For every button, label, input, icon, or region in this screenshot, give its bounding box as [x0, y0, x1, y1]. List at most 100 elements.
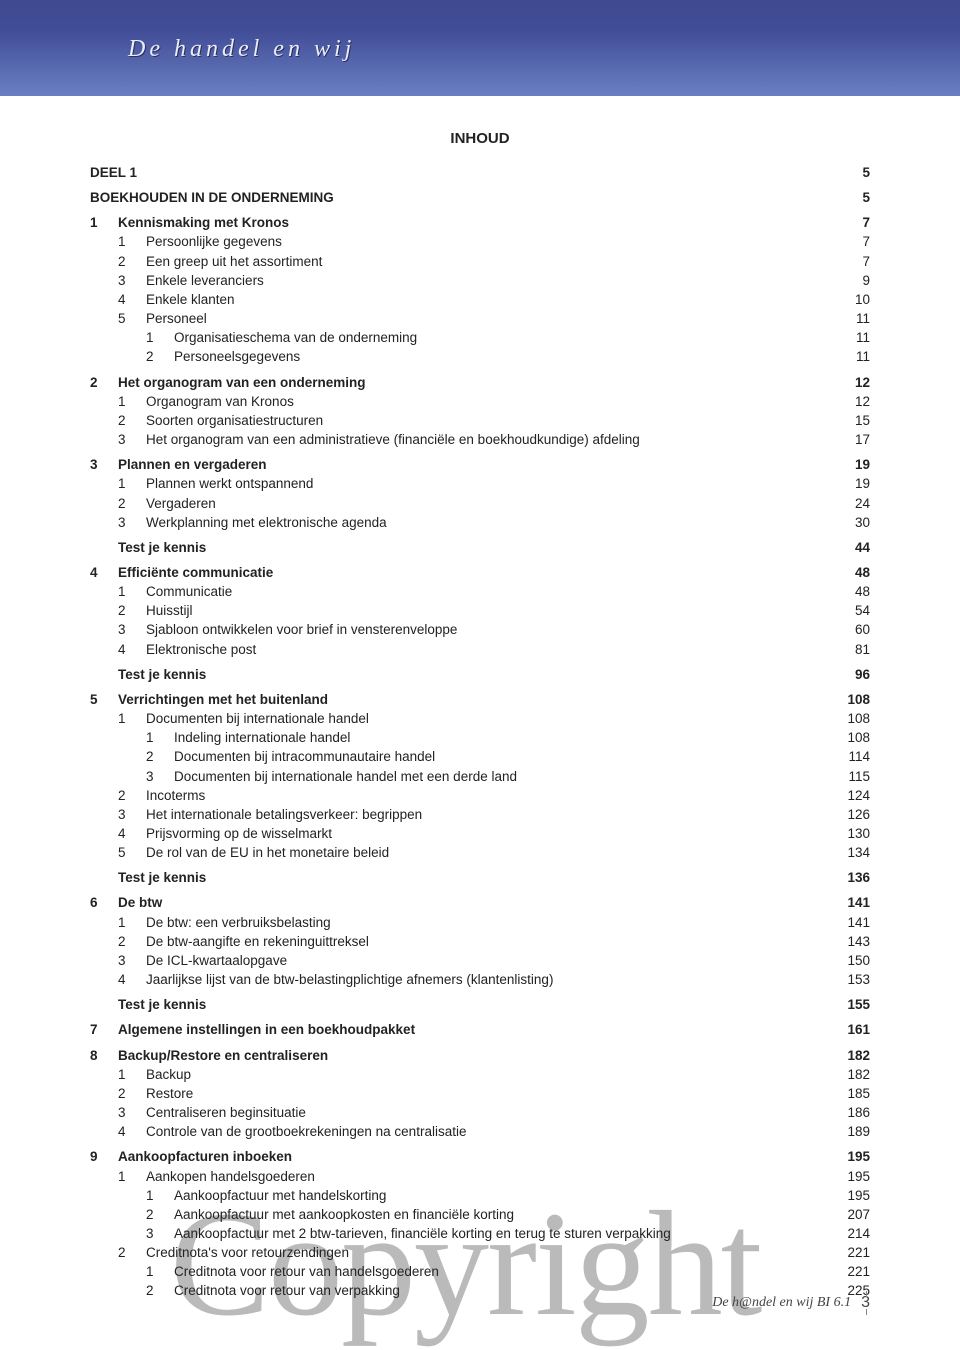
toc-label: DEEL 1	[90, 163, 820, 182]
toc-page: 115	[820, 767, 870, 786]
toc-page: 161	[820, 1020, 870, 1039]
toc-row: 2De btw-aangifte en rekeninguittreksel14…	[90, 932, 870, 951]
toc-row: 3Documenten bij internationale handel me…	[90, 767, 870, 786]
toc-label: Organisatieschema van de onderneming	[174, 328, 820, 347]
toc-row: 2Incoterms124	[90, 786, 870, 805]
toc-page: 5	[820, 188, 870, 207]
toc-page: 11	[820, 328, 870, 347]
toc-row: 4Efficiënte communicatie48	[90, 563, 870, 582]
toc-page: 48	[820, 582, 870, 601]
toc-number: 2	[118, 1243, 146, 1262]
toc-label: Personeel	[146, 309, 820, 328]
toc-number: 1	[118, 582, 146, 601]
toc-page: 48	[820, 563, 870, 582]
toc-number: 4	[118, 640, 146, 659]
toc-page: 44	[820, 538, 870, 557]
toc-page: 96	[820, 665, 870, 684]
toc-page: 10	[820, 290, 870, 309]
toc-number: 1	[118, 913, 146, 932]
toc-row: 4Enkele klanten10	[90, 290, 870, 309]
toc-number: 4	[118, 1122, 146, 1141]
toc-number: 1	[90, 213, 118, 232]
toc-number: 8	[90, 1046, 118, 1065]
toc-number: 1	[118, 1167, 146, 1186]
toc-label: De btw	[118, 893, 820, 912]
toc-page: 189	[820, 1122, 870, 1141]
toc-label: Centraliseren beginsituatie	[146, 1103, 820, 1122]
toc-row: 1Communicatie48	[90, 582, 870, 601]
toc-label: Creditnota voor retour van handelsgoeder…	[174, 1262, 820, 1281]
toc-page: 207	[820, 1205, 870, 1224]
toc-page: 24	[820, 494, 870, 513]
toc-label: Aankoopfacturen inboeken	[118, 1147, 820, 1166]
toc-label: De btw: een verbruiksbelasting	[146, 913, 820, 932]
toc-row: 1Plannen werkt ontspannend19	[90, 474, 870, 493]
toc-label: Aankopen handelsgoederen	[146, 1167, 820, 1186]
toc-row: 2Een greep uit het assortiment7	[90, 252, 870, 271]
toc-label: Test je kennis	[118, 538, 820, 557]
toc-label: Vergaderen	[146, 494, 820, 513]
toc-row: 3Enkele leveranciers9	[90, 271, 870, 290]
toc-page: 185	[820, 1084, 870, 1103]
toc-number: 5	[118, 309, 146, 328]
toc-label: Test je kennis	[118, 868, 820, 887]
toc-page: 221	[820, 1243, 870, 1262]
toc-number: 7	[90, 1020, 118, 1039]
toc-page: 7	[820, 213, 870, 232]
toc-row: 1Backup182	[90, 1065, 870, 1084]
toc-row: 1Creditnota voor retour van handelsgoede…	[90, 1262, 870, 1281]
toc-number: 1	[146, 1186, 174, 1205]
toc-label: De btw-aangifte en rekeninguittreksel	[146, 932, 820, 951]
toc-label: Aankoopfactuur met aankoopkosten en fina…	[174, 1205, 820, 1224]
toc-number: 3	[146, 767, 174, 786]
page-header: De handel en wij	[0, 0, 960, 96]
toc-label: Documenten bij internationale handel	[146, 709, 820, 728]
toc-label: Personeelsgegevens	[174, 347, 820, 366]
toc-row: Test je kennis155	[90, 995, 870, 1014]
toc-page: 54	[820, 601, 870, 620]
toc-row: 2Soorten organisatiestructuren15	[90, 411, 870, 430]
toc-row: Test je kennis136	[90, 868, 870, 887]
toc-page: 214	[820, 1224, 870, 1243]
toc-page: 114	[820, 747, 870, 766]
toc-number: 2	[118, 411, 146, 430]
toc-row: Test je kennis44	[90, 538, 870, 557]
toc-page: 155	[820, 995, 870, 1014]
toc-label: Verrichtingen met het buitenland	[118, 690, 820, 709]
toc-page: 134	[820, 843, 870, 862]
footer-page-number: 3	[861, 1294, 870, 1312]
toc-row: 2Huisstijl54	[90, 601, 870, 620]
toc-row: Test je kennis96	[90, 665, 870, 684]
toc-label: Plannen en vergaderen	[118, 455, 820, 474]
toc-number: 1	[118, 1065, 146, 1084]
toc-page: 195	[820, 1186, 870, 1205]
toc-number: 3	[118, 951, 146, 970]
toc-row: 1Kennismaking met Kronos7	[90, 213, 870, 232]
toc-label: Test je kennis	[118, 665, 820, 684]
toc-page: 141	[820, 913, 870, 932]
toc-number: 9	[90, 1147, 118, 1166]
toc-content: INHOUD DEEL 15BOEKHOUDEN IN DE ONDERNEMI…	[0, 96, 960, 1301]
toc-page: 124	[820, 786, 870, 805]
toc-row: 3Werkplanning met elektronische agenda30	[90, 513, 870, 532]
toc-number: 4	[118, 970, 146, 989]
toc-page: 30	[820, 513, 870, 532]
toc-number: 4	[118, 824, 146, 843]
toc-row: 1Persoonlijke gegevens7	[90, 232, 870, 251]
toc-number: 1	[146, 328, 174, 347]
toc-label: Aankoopfactuur met 2 btw-tarieven, finan…	[174, 1224, 820, 1243]
toc-label: Enkele klanten	[146, 290, 820, 309]
toc-label: Communicatie	[146, 582, 820, 601]
toc-page: 153	[820, 970, 870, 989]
toc-row: 2Personeelsgegevens11	[90, 347, 870, 366]
toc-page: 5	[820, 163, 870, 182]
toc-number: 3	[118, 271, 146, 290]
toc-label: De rol van de EU in het monetaire beleid	[146, 843, 820, 862]
toc-label: Huisstijl	[146, 601, 820, 620]
toc-page: 136	[820, 868, 870, 887]
toc-label: Aankoopfactuur met handelskorting	[174, 1186, 820, 1205]
toc-number: 2	[118, 252, 146, 271]
toc-row: 2Vergaderen24	[90, 494, 870, 513]
toc-label: Persoonlijke gegevens	[146, 232, 820, 251]
toc-row: 6De btw141	[90, 893, 870, 912]
